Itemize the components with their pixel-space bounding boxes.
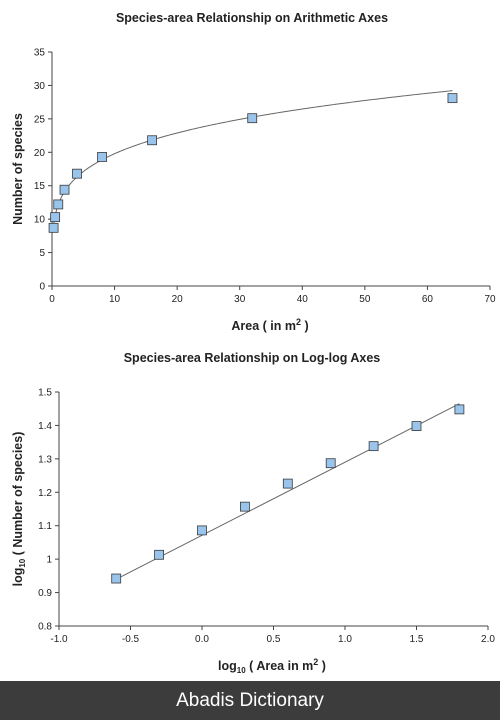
x-tick-label: -1.0	[50, 634, 68, 645]
ticks-arithmetic: 0 10 20 30 40 50 60 70 0 5 10 15 20 25 30 35	[34, 48, 496, 306]
x-tick-label: 20	[172, 294, 184, 305]
data-point	[53, 199, 64, 210]
x-axis-label-loglog: log10 ( Area in m2 )	[218, 657, 326, 675]
data-point	[59, 184, 70, 195]
x-tick-label: 0.5	[267, 634, 281, 645]
x-axis-label-arithmetic: Area ( in m2 )	[231, 317, 308, 333]
y-tick-label: 1.5	[38, 388, 52, 399]
data-point	[282, 478, 293, 489]
data-point	[411, 421, 422, 431]
trendline-arithmetic	[53, 90, 453, 226]
footer-banner: Abadis Dictionary	[0, 681, 500, 720]
chart-arithmetic: Species-area Relationship on Arithmetic …	[11, 11, 496, 333]
data-point	[111, 573, 122, 584]
axes-loglog	[58, 392, 488, 627]
axes-arithmetic	[51, 52, 490, 287]
x-tick-label: 0	[49, 294, 55, 305]
y-tick-label: 1.4	[38, 421, 52, 432]
data-point	[48, 222, 59, 233]
x-tick-label: 1.5	[410, 634, 424, 645]
x-tick-label: -0.5	[122, 634, 140, 645]
y-tick-label: 1.1	[38, 521, 52, 532]
y-tick-label: 30	[34, 81, 46, 92]
ticks-loglog: -1.0 -0.5 0.0 0.5 1.0 1.5 2.0 0.8 0.9 1 1.1 1.2 1.3 1…	[38, 388, 495, 646]
y-tick-label: 1.3	[38, 454, 52, 465]
data-point	[97, 152, 107, 162]
y-tick-label: 20	[34, 148, 46, 159]
x-tick-label: 70	[484, 294, 496, 305]
data-point	[72, 168, 82, 179]
data-point	[368, 441, 379, 452]
y-axis-label-loglog: log10 ( Number of species)	[11, 432, 27, 587]
chart-title-loglog: Species-area Relationship on Log-log Axe…	[124, 351, 381, 365]
chart-loglog: Species-area Relationship on Log-log Axe…	[11, 351, 495, 675]
y-tick-label: 1.2	[38, 488, 52, 499]
x-tick-label: 30	[234, 294, 246, 305]
data-point	[154, 549, 165, 560]
y-tick-label: 0.8	[38, 622, 52, 633]
y-tick-label: 1	[46, 555, 52, 566]
data-point	[147, 135, 158, 146]
data-point	[325, 458, 336, 469]
x-tick-label: 2.0	[481, 634, 495, 645]
data-point	[247, 113, 258, 124]
data-point	[447, 93, 458, 104]
y-tick-label: 0.9	[38, 588, 52, 599]
x-tick-label: 0.0	[195, 634, 209, 645]
chart-title-arithmetic: Species-area Relationship on Arithmetic …	[116, 11, 388, 25]
y-tick-label: 35	[34, 48, 46, 59]
y-axis-label-arithmetic: Number of species	[11, 113, 25, 225]
points-arithmetic	[48, 93, 458, 233]
x-tick-label: 10	[109, 294, 121, 305]
data-point	[454, 404, 465, 415]
points-loglog	[111, 404, 465, 584]
trendline-loglog	[115, 403, 460, 580]
x-tick-label: 1.0	[338, 634, 352, 645]
y-tick-label: 0	[39, 282, 45, 293]
data-point	[197, 525, 207, 536]
y-tick-label: 15	[34, 181, 46, 192]
y-tick-label: 5	[39, 248, 45, 259]
footer-text: Abadis Dictionary	[176, 690, 324, 711]
x-tick-label: 50	[359, 294, 371, 305]
x-tick-label: 60	[422, 294, 434, 305]
charts-canvas: Species-area Relationship on Arithmetic …	[11, 11, 496, 675]
y-tick-label: 25	[34, 114, 46, 125]
data-point	[239, 501, 250, 512]
x-tick-label: 40	[297, 294, 309, 305]
y-tick-label: 10	[34, 215, 46, 226]
data-point	[50, 212, 61, 223]
